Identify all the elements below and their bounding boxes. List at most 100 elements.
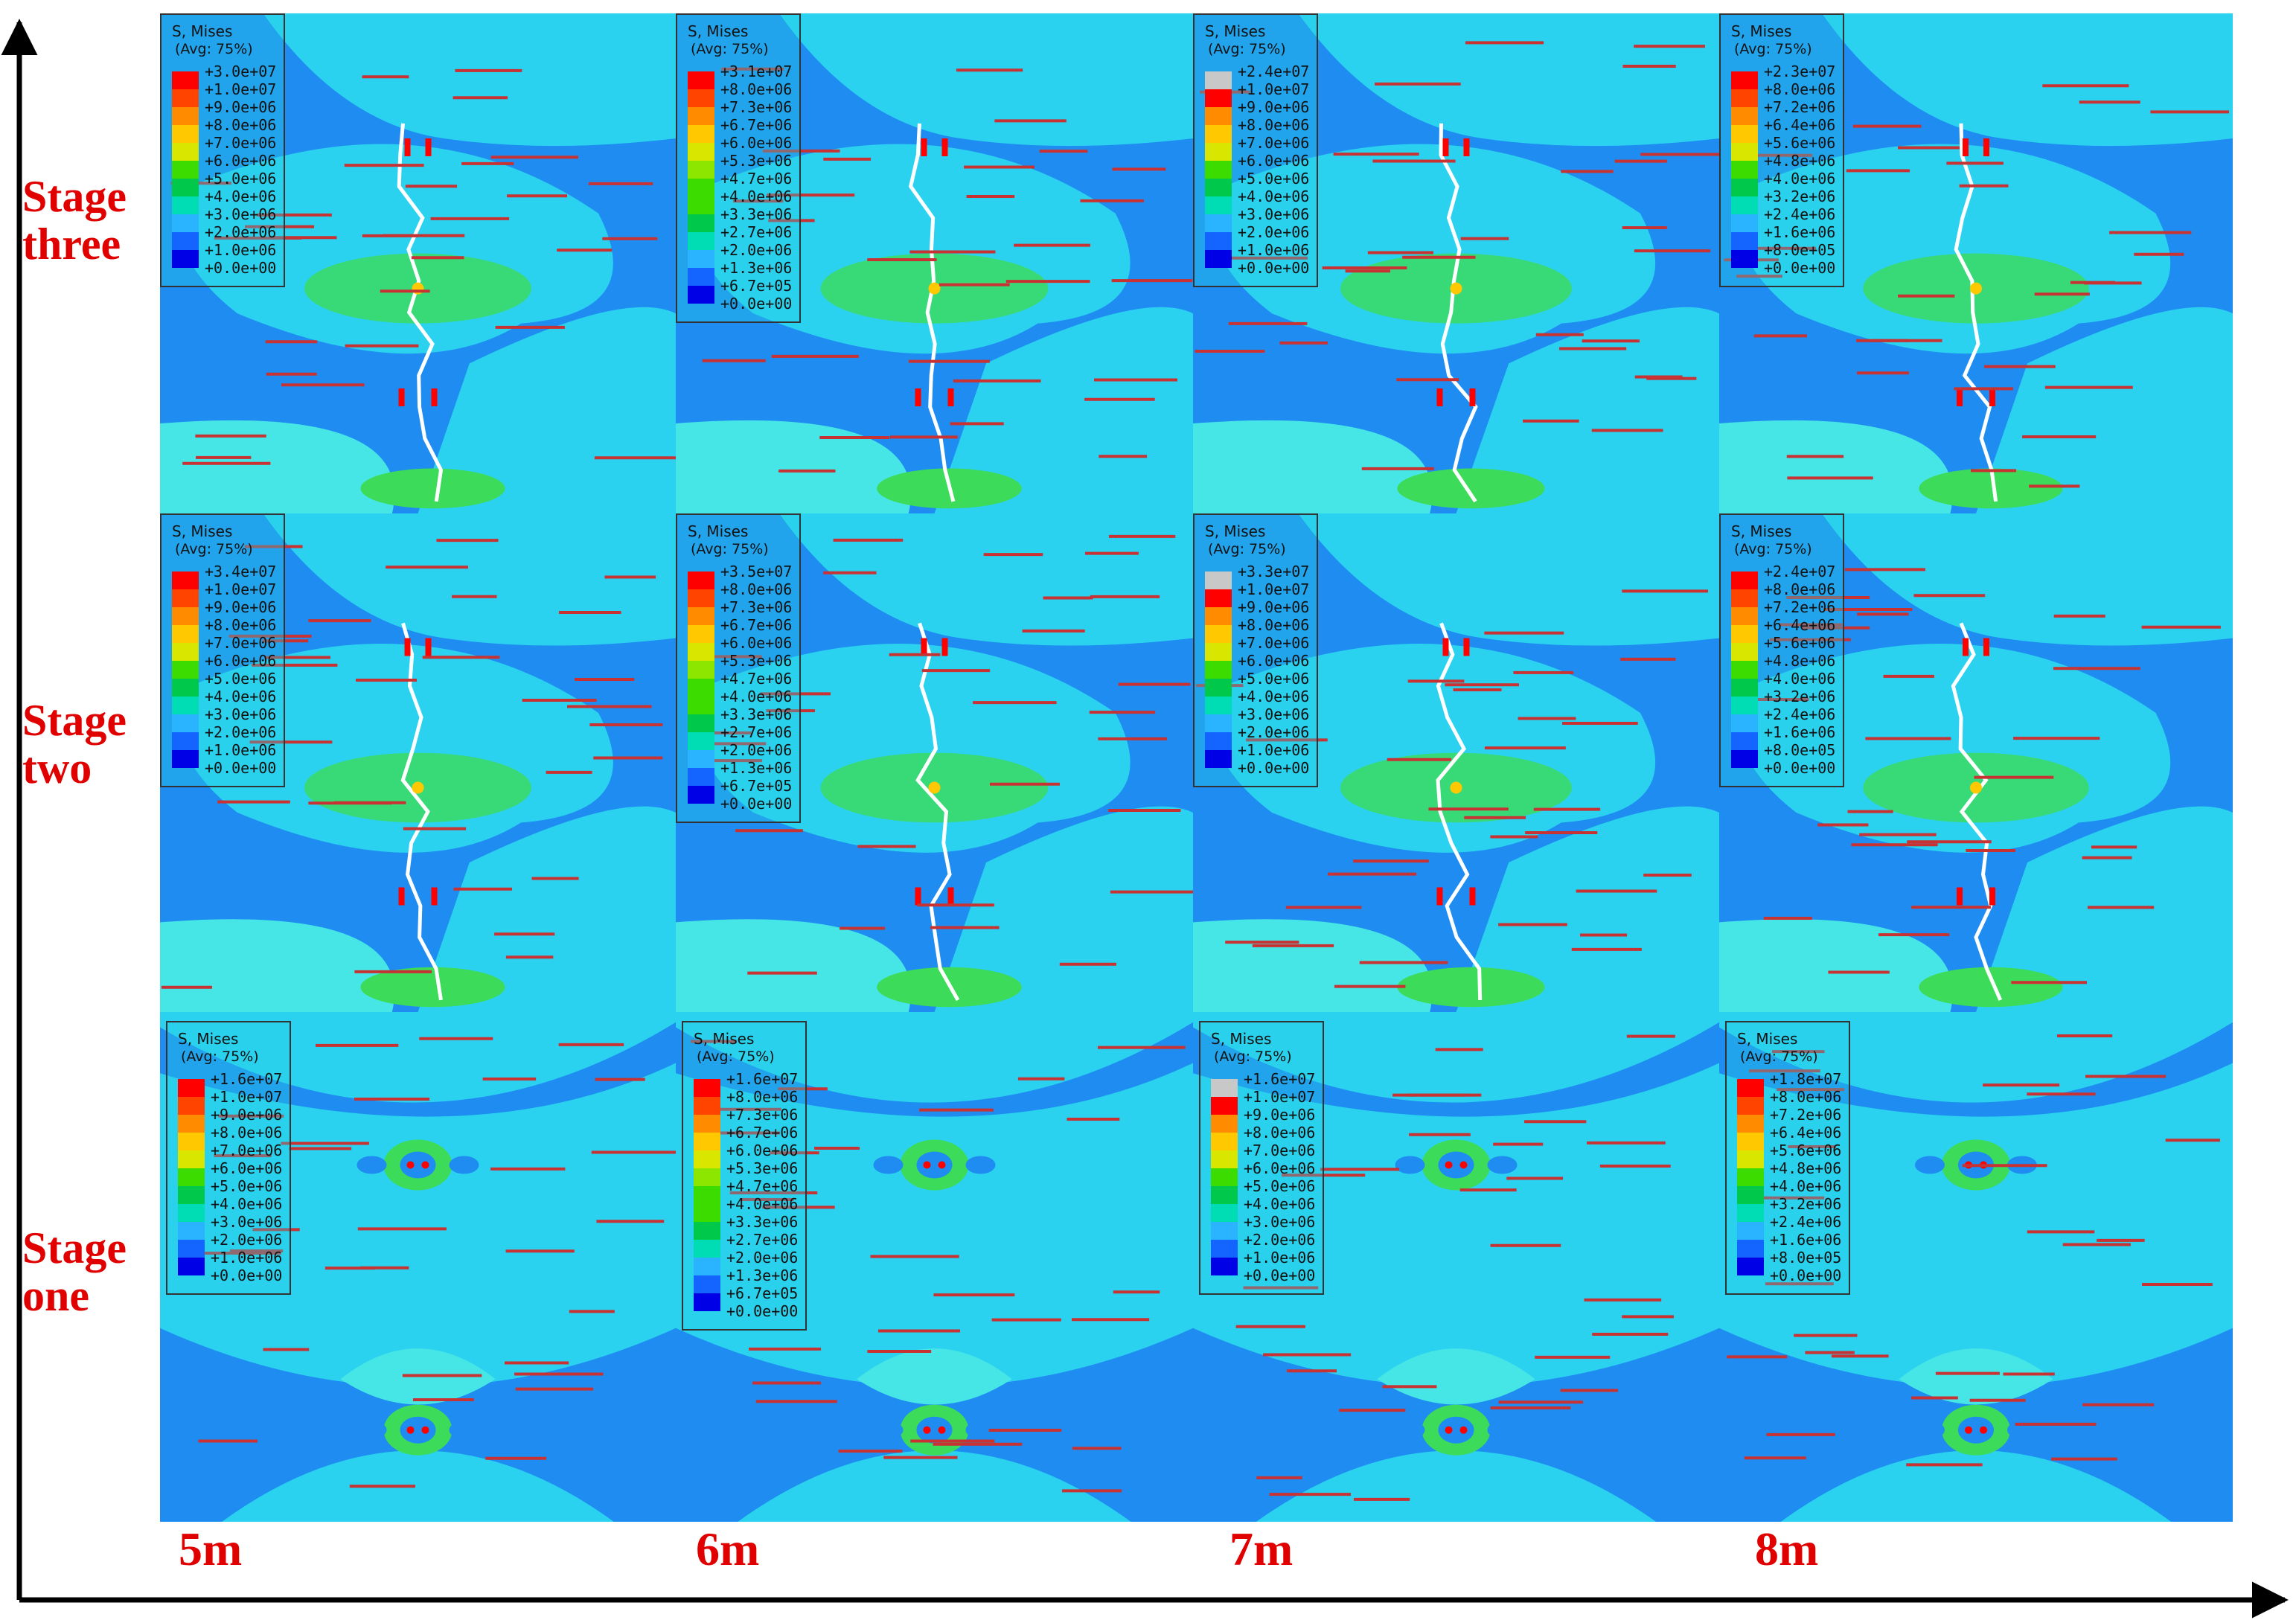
legend-value: +1.3e+06 [720, 759, 793, 777]
legend-averaging: (Avg: 75%) [691, 541, 769, 557]
borehole-hotspot [921, 638, 927, 656]
legend-colorbar [178, 1079, 205, 1284]
legend-swatch [688, 268, 714, 286]
legend-value: +4.0e+06 [1764, 170, 1836, 188]
stress-field-plot [160, 13, 676, 513]
legend-value: +8.0e+06 [720, 80, 793, 98]
stress-zone [779, 13, 1193, 147]
legend-value: +2.0e+06 [1238, 723, 1310, 741]
legend-value: +1.0e+07 [211, 1088, 283, 1106]
legend-colorbar [694, 1079, 720, 1320]
legend-swatch [694, 1150, 720, 1168]
legend-swatch [1205, 643, 1232, 661]
legend-swatch [688, 768, 714, 786]
borehole-lobe [1487, 1156, 1518, 1174]
legend-swatch [172, 643, 199, 661]
stress-zone [160, 1012, 676, 1103]
legend-value: +3.3e+06 [720, 705, 793, 723]
legend-value: +4.0e+06 [211, 1195, 283, 1213]
borehole-hotspot [947, 388, 954, 406]
stress-legend: S, Mises (Avg: 75%) +1.6e+07 +1.0e+07 +9.0e+… [166, 1021, 292, 1295]
legend-averaging: (Avg: 75%) [691, 41, 769, 57]
legend-swatch [1731, 732, 1758, 750]
stress-zone [1456, 806, 1719, 1012]
legend-averaging: (Avg: 75%) [1740, 1048, 1818, 1065]
legend-swatch [694, 1293, 720, 1311]
column-label-5m: 5m [179, 1523, 243, 1575]
stress-zone [418, 307, 676, 513]
legend-swatch [172, 714, 199, 732]
borehole-hotspot [1469, 388, 1476, 406]
column-label-8m: 8m [1755, 1523, 1819, 1575]
legend-colorbar [1737, 1079, 1764, 1284]
stress-zone [1719, 1063, 2233, 1387]
legend-swatch [1205, 607, 1232, 625]
stress-zone [1456, 307, 1719, 513]
legend-title: S, Mises [178, 1030, 239, 1048]
legend-swatch [172, 107, 199, 125]
legend-swatch [172, 572, 199, 589]
legend-swatch [172, 625, 199, 643]
legend-value: +2.0e+06 [211, 1231, 283, 1249]
borehole-hotspot [1469, 887, 1476, 906]
legend-value: +3.2e+06 [1764, 188, 1836, 205]
legend-value: +4.0e+06 [1244, 1195, 1316, 1213]
legend-swatch [172, 196, 199, 214]
legend-value: +8.0e+06 [1238, 616, 1310, 634]
stress-field-plot [676, 1012, 1193, 1522]
legend-swatch [172, 214, 199, 232]
legend-swatch [1211, 1186, 1238, 1204]
row-label-stage-two: Stage two [22, 697, 127, 792]
legend-colorbar [1731, 572, 1758, 777]
legend-swatch [1731, 107, 1758, 125]
legend-swatch [688, 125, 714, 143]
legend-value: +4.8e+06 [1770, 1159, 1842, 1177]
legend-value: +8.0e+06 [211, 1124, 283, 1142]
stress-field-plot [1719, 513, 2233, 1012]
legend-title: S, Mises [1737, 1030, 1798, 1048]
legend-value: +8.0e+06 [1764, 580, 1836, 598]
legend-swatch [172, 232, 199, 250]
legend-value: +7.3e+06 [720, 98, 793, 116]
contour-panel-stage-two-5m: S, Mises (Avg: 75%) +3.4e+07 +1.0e+07 +9.0e+… [160, 513, 676, 1012]
borehole-lobe [356, 1156, 387, 1174]
legend-value: +4.8e+06 [1764, 152, 1836, 170]
legend-swatch [688, 214, 714, 232]
legend-value: +3.0e+06 [1244, 1213, 1316, 1231]
legend-value: +3.3e+06 [726, 1213, 799, 1231]
legend-swatch [178, 1222, 205, 1240]
legend-swatch [1731, 697, 1758, 714]
borehole-hotspot [406, 1426, 415, 1434]
legend-value: +2.4e+06 [1770, 1213, 1842, 1231]
legend-swatch [688, 714, 714, 732]
stress-zone [160, 919, 394, 1012]
legend-swatch [688, 196, 714, 214]
legend-value: +2.4e+06 [1764, 205, 1836, 223]
legend-value: +1.6e+07 [1244, 1070, 1316, 1088]
legend-swatch [688, 107, 714, 125]
borehole-hotspot [1989, 388, 1995, 406]
legend-swatch [172, 679, 199, 697]
stress-zone [1822, 513, 2233, 646]
legend-swatch [688, 589, 714, 607]
legend-swatch [688, 179, 714, 196]
legend-value: +8.0e+06 [1764, 80, 1836, 98]
stress-zone [934, 806, 1193, 1012]
crack-tip [1970, 781, 1982, 794]
legend-value: +5.3e+06 [720, 152, 793, 170]
row-label-line2: three [22, 220, 121, 269]
borehole-core [916, 1416, 953, 1444]
legend-averaging: (Avg: 75%) [175, 541, 253, 557]
legend-swatch [688, 572, 714, 589]
legend-value: +4.0e+06 [205, 188, 277, 205]
legend-swatch [1731, 89, 1758, 107]
legend-value: +5.3e+06 [720, 652, 793, 670]
crack-path [1439, 123, 1478, 503]
legend-swatch [688, 143, 714, 161]
legend-value: +5.6e+06 [1770, 1142, 1842, 1159]
legend-swatch [1731, 179, 1758, 196]
legend-swatch [1731, 679, 1758, 697]
legend-swatch [694, 1186, 720, 1204]
row-label-line1: Stage [22, 1223, 127, 1272]
